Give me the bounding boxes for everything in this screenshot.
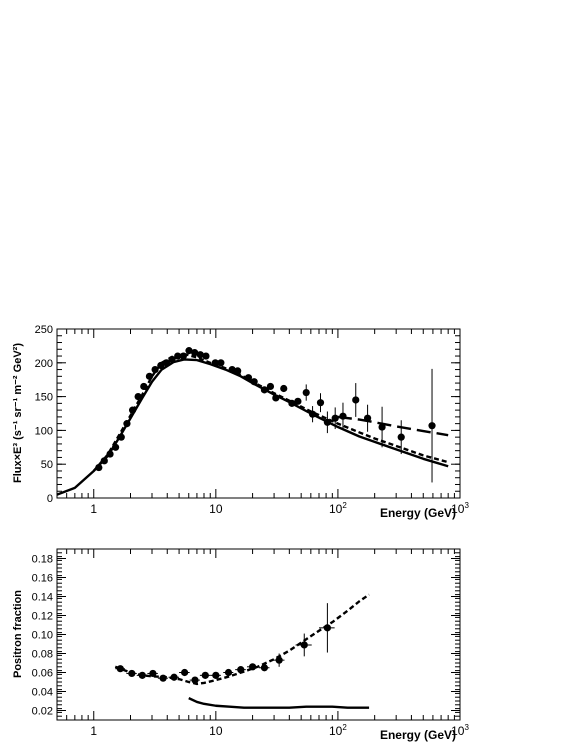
plot-frame xyxy=(56,328,461,499)
y-tick-label: 0.18 xyxy=(32,554,53,566)
y-tick-label: 100 xyxy=(35,425,53,437)
data-point xyxy=(234,367,242,375)
y-tick-label: 0.08 xyxy=(32,649,53,661)
data-point xyxy=(185,347,193,355)
curve-solid xyxy=(188,697,370,709)
y-tick-label: 250 xyxy=(35,324,53,336)
curve-dashed xyxy=(114,593,370,686)
x-tick-label: 102 xyxy=(329,723,347,738)
x-tick-label: 10 xyxy=(209,724,223,738)
y-tick-label: 0.16 xyxy=(32,573,53,585)
curve-solid xyxy=(57,358,449,496)
x-tick-label: 1 xyxy=(90,724,97,738)
data-point xyxy=(202,352,210,360)
x-tick-label: 102 xyxy=(329,501,347,516)
data-point xyxy=(196,351,204,359)
data-point xyxy=(191,349,199,357)
data-point xyxy=(134,393,142,401)
y-tick-label: 200 xyxy=(35,358,53,370)
data-point xyxy=(224,668,233,677)
positron-fraction-panel: 1 10 102 1030.020.040.060.080.100.120.140.1… xyxy=(12,548,469,742)
data-point xyxy=(145,372,154,380)
data-point xyxy=(397,433,405,441)
y-tick-label: 0 xyxy=(47,493,53,505)
data-point xyxy=(352,396,360,404)
data-point xyxy=(266,382,275,391)
y-tick-label: 0.12 xyxy=(32,611,53,623)
data-point xyxy=(331,414,339,422)
data-point xyxy=(316,399,325,407)
data-point xyxy=(217,359,225,367)
y-tick-label: 0.04 xyxy=(32,687,53,699)
data-point xyxy=(201,671,209,679)
data-point xyxy=(212,671,220,679)
curve-long-dashed xyxy=(337,415,449,437)
data-point xyxy=(260,664,269,672)
data-point xyxy=(428,422,436,430)
data-point xyxy=(149,669,157,678)
y-tick-label: 0.02 xyxy=(32,706,53,718)
data-point xyxy=(302,388,310,397)
data-point xyxy=(300,641,308,649)
y-tick-label: 0.14 xyxy=(32,592,53,604)
data-point xyxy=(181,668,189,677)
curve-dashed xyxy=(92,352,449,472)
x-axis-label: Energy (GeV) xyxy=(380,506,456,520)
y-tick-label: 0.06 xyxy=(32,668,53,680)
data-points xyxy=(115,603,335,684)
y-axis-label: Flux×E³ (s⁻¹ sr⁻¹ m⁻² GeV²) xyxy=(12,343,24,483)
plot-frame xyxy=(56,548,461,721)
y-axis-label: Positron fraction xyxy=(12,590,24,678)
data-point xyxy=(280,384,288,393)
x-tick-label: 10 xyxy=(209,502,223,516)
y-tick-label: 0.10 xyxy=(32,630,53,642)
data-points xyxy=(95,347,436,483)
data-point xyxy=(191,676,199,684)
y-tick-label: 50 xyxy=(41,459,53,471)
y-tick-label: 150 xyxy=(35,392,53,404)
x-axis-label: Energy (GeV) xyxy=(380,728,456,742)
x-tick-label: 1 xyxy=(90,502,97,516)
